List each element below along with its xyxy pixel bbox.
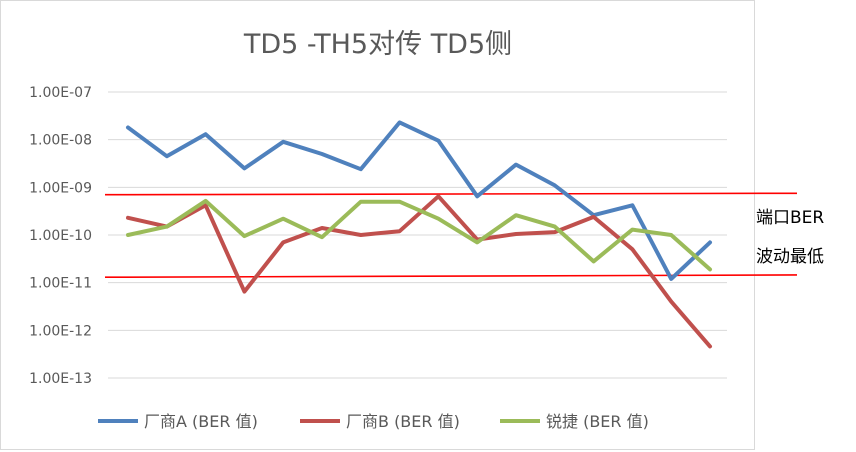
- data-point: [398, 230, 401, 233]
- chart-title: TD5 -TH5对传 TD5侧: [243, 29, 512, 60]
- data-point: [127, 234, 129, 236]
- y-tick-label: 1.00E-12: [29, 323, 92, 339]
- data-point: [243, 290, 246, 293]
- y-tick-label: 1.00E-13: [29, 371, 92, 387]
- data-point: [554, 184, 556, 187]
- y-tick-label: 1.00E-10: [29, 228, 92, 244]
- data-point: [204, 200, 207, 202]
- data-point: [166, 225, 168, 228]
- data-point: [398, 121, 401, 124]
- reference-line-lower: [104, 274, 798, 279]
- series-line-2: [126, 194, 712, 349]
- data-point: [670, 234, 672, 236]
- data-point: [360, 168, 362, 171]
- data-point: [554, 225, 556, 228]
- annotation-label-line-2: 波动最低: [756, 247, 824, 267]
- data-point: [243, 235, 246, 237]
- data-point: [592, 260, 595, 263]
- legend: 厂商A (BER 值) 厂商B (BER 值) 锐捷 (BER 值): [98, 412, 649, 431]
- data-point: [709, 241, 711, 244]
- data-point: [360, 200, 362, 203]
- legend-label-3: 锐捷 (BER 值): [546, 412, 649, 431]
- y-tick-label: 1.00E-07: [29, 85, 92, 101]
- chart-frame: [0, 0, 755, 450]
- data-point: [592, 216, 595, 218]
- reference-lines: [104, 192, 798, 279]
- reference-line-upper: [104, 192, 798, 196]
- data-point: [437, 139, 440, 142]
- data-point: [282, 141, 285, 143]
- data-point: [321, 153, 323, 155]
- data-point: [398, 200, 401, 203]
- data-point: [166, 155, 168, 157]
- data-point: [515, 233, 517, 235]
- data-point: [437, 195, 440, 198]
- data-point: [515, 163, 517, 166]
- legend-label-2: 厂商B (BER 值): [346, 412, 460, 431]
- annotation-label-line-1: 端口BER: [756, 208, 824, 228]
- y-tick-label: 1.00E-08: [29, 133, 92, 149]
- series-line-3: [126, 198, 712, 272]
- data-point: [127, 216, 129, 219]
- data-point: [670, 278, 672, 280]
- data-point: [243, 167, 246, 170]
- data-point: [204, 133, 207, 136]
- data-point: [282, 217, 285, 220]
- y-tick-label: 1.00E-09: [29, 180, 92, 196]
- series-line-1: [126, 120, 712, 281]
- data-point: [515, 214, 517, 217]
- data-point: [321, 227, 323, 229]
- data-point: [476, 241, 479, 244]
- data-point: [631, 228, 634, 231]
- data-point: [631, 204, 634, 207]
- data-point: [631, 248, 634, 251]
- data-point: [670, 300, 672, 303]
- data-point: [360, 234, 362, 236]
- data-point: [554, 231, 556, 233]
- y-axis-tick-labels: 1.00E-07 1.00E-08 1.00E-09 1.00E-10 1.00E-11…: [29, 85, 92, 387]
- data-point: [437, 217, 440, 220]
- data-point: [127, 126, 129, 129]
- y-tick-label: 1.00E-11: [29, 276, 92, 292]
- data-point: [709, 345, 711, 348]
- data-point: [282, 241, 285, 244]
- series-lines: [126, 120, 712, 349]
- data-point: [204, 204, 207, 207]
- legend-label-1: 厂商A (BER 值): [144, 412, 258, 431]
- data-point: [321, 236, 323, 238]
- data-point: [709, 268, 711, 271]
- data-point: [476, 195, 479, 198]
